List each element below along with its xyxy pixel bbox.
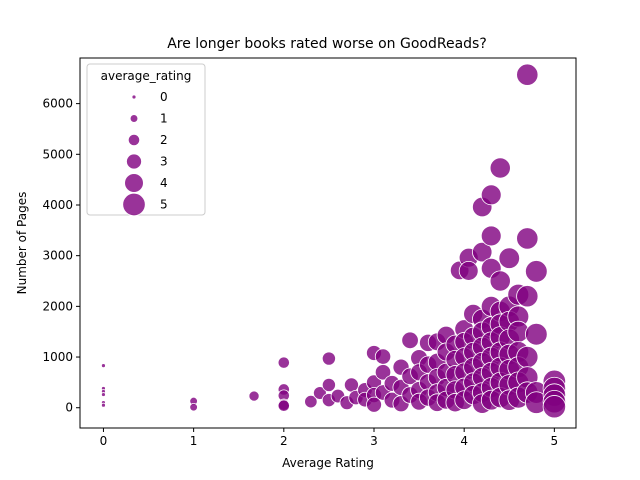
y-tick-label: 2000	[42, 299, 73, 313]
data-point	[516, 285, 539, 308]
y-axis-label: Number of Pages	[15, 192, 29, 295]
x-tick-label: 3	[370, 434, 378, 448]
data-point	[472, 241, 493, 263]
data-point	[248, 390, 260, 402]
data-point	[101, 402, 106, 408]
x-tick-label: 1	[190, 434, 198, 448]
legend-label: 5	[160, 198, 168, 212]
x-tick-label: 0	[100, 434, 108, 448]
y-tick-label: 0	[65, 401, 73, 415]
legend-marker	[129, 114, 139, 123]
points-layer	[101, 63, 567, 419]
data-point	[480, 184, 502, 206]
x-tick-label: 2	[280, 434, 288, 448]
data-point	[525, 322, 548, 346]
legend-entries: 0 1 2 3 4 5	[122, 90, 168, 217]
legend-marker	[131, 94, 137, 100]
legend-marker	[126, 153, 142, 170]
data-point	[374, 364, 392, 381]
data-point	[525, 260, 548, 283]
data-point	[101, 363, 106, 369]
legend: average_rating 0 1 2 3 4 5	[86, 63, 206, 217]
data-point	[401, 331, 419, 350]
data-point	[189, 402, 198, 412]
legend-box	[86, 63, 206, 216]
legend-label: 1	[160, 112, 168, 126]
data-point	[516, 345, 539, 369]
data-point	[516, 227, 539, 250]
data-point	[489, 270, 511, 292]
legend-marker	[124, 173, 144, 193]
legend-label: 0	[160, 90, 168, 104]
legend-label: 2	[160, 133, 168, 147]
ticks-layer: 0 1 2 3 4 5 0 1000 2000 3000 4000 5000 6000	[42, 97, 558, 448]
x-axis-label: Average Rating	[282, 456, 374, 470]
y-tick-label: 1000	[42, 350, 73, 364]
data-point	[458, 260, 479, 281]
x-tick-label: 4	[460, 434, 468, 448]
y-tick-label: 5000	[42, 147, 73, 161]
data-point	[498, 247, 520, 269]
legend-label: 3	[160, 155, 168, 169]
data-point	[516, 63, 539, 86]
data-point	[480, 225, 502, 247]
data-point	[321, 377, 336, 392]
legend-marker	[122, 192, 146, 217]
data-point	[304, 394, 318, 409]
legend-label: 4	[160, 176, 168, 190]
data-point	[374, 348, 392, 365]
data-point	[542, 395, 567, 419]
y-tick-label: 4000	[42, 198, 73, 212]
legend-title: average_rating	[101, 69, 192, 83]
y-tick-label: 3000	[42, 249, 73, 263]
chart-title: Are longer books rated worse on GoodRead…	[167, 36, 487, 52]
data-point	[321, 351, 336, 366]
data-point	[277, 399, 290, 412]
y-tick-label: 6000	[42, 97, 73, 111]
axes-frame	[79, 57, 577, 429]
data-point	[343, 377, 359, 393]
data-point	[277, 356, 290, 369]
data-point	[489, 157, 511, 179]
legend-marker	[127, 133, 141, 147]
data-point	[101, 392, 106, 397]
data-point	[366, 396, 382, 413]
x-tick-label: 5	[551, 434, 559, 448]
